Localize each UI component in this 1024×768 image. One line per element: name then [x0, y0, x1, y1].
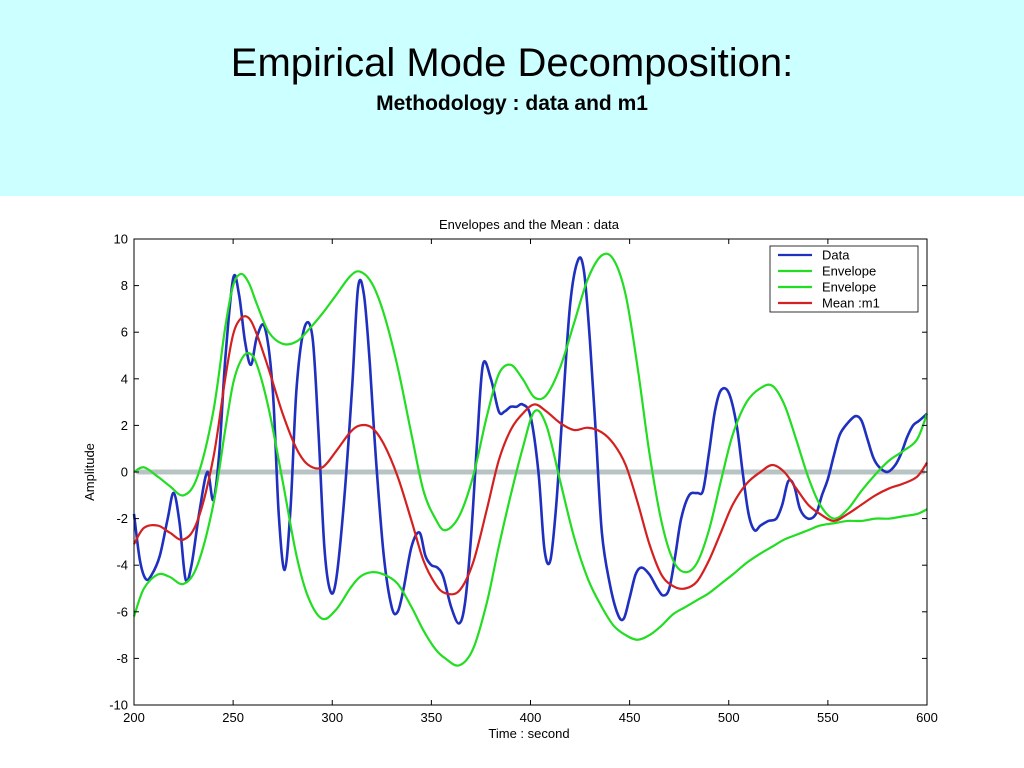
series-lower-envelope-line [132, 351, 928, 667]
legend-label: Envelope [822, 264, 876, 279]
x-tick-label: 600 [916, 710, 938, 725]
series-upper-envelope-line [133, 252, 929, 574]
chart-title: Envelopes and the Mean : data [439, 217, 620, 232]
y-tick-label: -8 [116, 651, 128, 666]
legend-box [769, 245, 919, 313]
y-tick-label: -10 [109, 698, 128, 713]
emd-envelope-chart: Envelopes and the Mean : data 200 250 300 3… [82, 217, 938, 741]
y-tick-label: 4 [121, 371, 128, 386]
x-tick-label: 200 [123, 710, 145, 725]
y-tick-label: -2 [116, 511, 128, 526]
y-tick-label: -6 [116, 604, 128, 619]
slide-subtitle: Methodology : data and m1 [376, 92, 648, 115]
x-tick-label: 450 [619, 710, 641, 725]
x-axis-label: Time : second [488, 726, 569, 741]
y-tick-label: 10 [114, 232, 128, 247]
legend-label: Mean :m1 [822, 296, 880, 311]
legend-label: Data [822, 248, 850, 263]
y-tick-label: 8 [121, 278, 128, 293]
x-tick-label: 550 [817, 710, 839, 725]
slide-header: Empirical Mode Decomposition: Methodolog… [0, 0, 1024, 196]
x-tick-label: 250 [222, 710, 244, 725]
y-tick-label: 0 [121, 465, 128, 480]
x-tick-label: 350 [421, 710, 443, 725]
slide-title: Empirical Mode Decomposition: [230, 41, 794, 85]
legend-label: Envelope [822, 280, 876, 295]
y-tick-label: 6 [121, 325, 128, 340]
y-tick-label: -4 [116, 558, 128, 573]
y-axis-label: Amplitude [82, 443, 97, 501]
x-tick-label: 400 [520, 710, 542, 725]
y-tick-label: 2 [121, 418, 128, 433]
series-mean-m1-line [133, 315, 928, 596]
x-tick-label: 500 [718, 710, 740, 725]
x-tick-label: 300 [321, 710, 343, 725]
